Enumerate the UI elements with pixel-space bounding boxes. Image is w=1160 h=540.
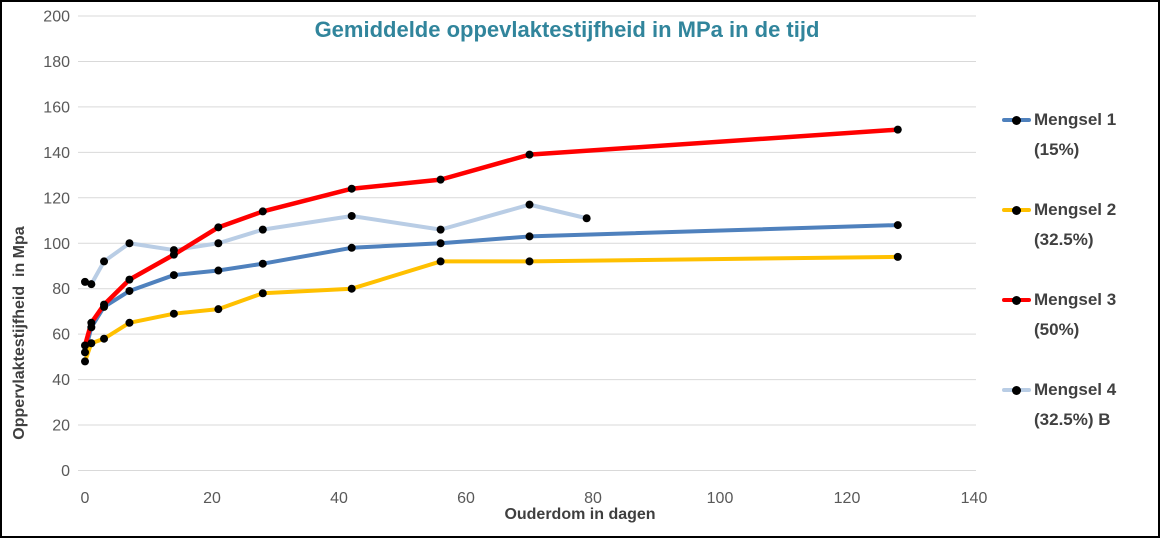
y-tick-label: 200 — [43, 9, 70, 26]
y-tick-label: 60 — [52, 327, 70, 344]
data-point-marker — [214, 239, 223, 248]
data-point-marker — [347, 211, 356, 220]
data-point-marker — [525, 150, 534, 159]
chart-title: Gemiddelde oppevlaktestijfheid in MPa in… — [314, 17, 820, 42]
data-point-marker — [258, 259, 267, 268]
legend-entry-mengsel-3[interactable]: Mengsel 3 (50%) — [1002, 285, 1160, 345]
legend-label: Mengsel 2 (32.5%) — [1034, 200, 1117, 249]
y-tick-label: 80 — [52, 281, 70, 298]
legend-entry-mengsel-2[interactable]: Mengsel 2 (32.5%) — [1002, 195, 1160, 255]
data-point-marker — [525, 257, 534, 266]
y-tick-label: 140 — [43, 145, 70, 162]
data-point-marker — [125, 286, 134, 295]
data-point-marker — [81, 277, 89, 286]
data-point-marker — [87, 318, 96, 327]
data-point-marker — [81, 357, 89, 366]
data-point-marker — [347, 243, 356, 252]
data-point-marker — [100, 300, 109, 309]
x-tick-label: 60 — [457, 490, 475, 507]
data-point-marker — [214, 305, 223, 314]
data-point-marker — [169, 309, 178, 318]
data-point-marker — [81, 341, 89, 350]
x-tick-label: 140 — [961, 490, 988, 507]
data-point-marker — [125, 275, 134, 284]
series-line-mengsel-4-32-5-b — [83, 202, 589, 287]
data-point-marker — [214, 223, 223, 232]
data-point-marker — [893, 125, 902, 134]
y-tick-label: 0 — [61, 463, 70, 480]
y-axis-title: Oppervlaktestijfheid in Mpa — [11, 226, 28, 440]
y-tick-label: 120 — [43, 190, 70, 207]
x-tick-label: 100 — [707, 490, 734, 507]
data-point-marker — [436, 239, 445, 248]
legend-entry-mengsel-1[interactable]: Mengsel 1 (15%) — [1002, 105, 1160, 165]
data-point-marker — [100, 257, 109, 266]
data-point-marker — [81, 348, 89, 357]
data-point-marker — [525, 232, 534, 241]
data-point-marker — [436, 175, 445, 184]
data-point-marker — [87, 339, 96, 348]
data-point-marker — [258, 225, 267, 234]
legend-line-marker-icon — [1002, 205, 1031, 215]
data-point-marker — [893, 252, 902, 261]
legend-line-marker-icon — [1002, 115, 1031, 125]
legend-label: Mengsel 4 (32.5%) B — [1034, 380, 1117, 429]
data-point-marker — [436, 257, 445, 266]
data-point-marker — [125, 239, 134, 248]
data-point-marker — [582, 214, 591, 223]
x-tick-label: 40 — [330, 490, 348, 507]
x-axis-title: Ouderdom in dagen — [504, 506, 656, 523]
y-tick-label: 20 — [52, 418, 70, 435]
data-point-marker — [347, 284, 356, 293]
x-tick-label: 20 — [203, 490, 221, 507]
x-tick-label: 0 — [81, 490, 90, 507]
data-point-marker — [169, 250, 178, 259]
x-tick-label: 80 — [584, 490, 602, 507]
y-tick-label: 160 — [43, 99, 70, 116]
data-point-marker — [347, 184, 356, 193]
legend-label: Mengsel 1 (15%) — [1034, 110, 1117, 159]
y-tick-label: 100 — [43, 236, 70, 253]
legend-label: Mengsel 3 (50%) — [1034, 290, 1117, 339]
y-tick-label: 40 — [52, 372, 70, 389]
x-tick-label: 120 — [834, 490, 861, 507]
legend-entry-mengsel-4[interactable]: Mengsel 4 (32.5%) B — [1002, 375, 1160, 435]
y-tick-label: 180 — [43, 54, 70, 71]
data-point-marker — [893, 221, 902, 230]
data-point-marker — [169, 271, 178, 280]
data-point-marker — [258, 289, 267, 298]
data-point-marker — [436, 225, 445, 234]
legend-line-marker-icon — [1002, 385, 1031, 395]
data-point-marker — [125, 318, 134, 327]
data-point-marker — [87, 280, 96, 289]
data-point-marker — [100, 334, 109, 343]
data-point-marker — [214, 266, 223, 275]
data-point-marker — [258, 207, 267, 216]
legend-line-marker-icon — [1002, 295, 1031, 305]
data-point-marker — [525, 200, 534, 209]
chart-legend: Mengsel 1 (15%) Mengsel 2 (32.5%) Mengse… — [1002, 2, 1160, 540]
